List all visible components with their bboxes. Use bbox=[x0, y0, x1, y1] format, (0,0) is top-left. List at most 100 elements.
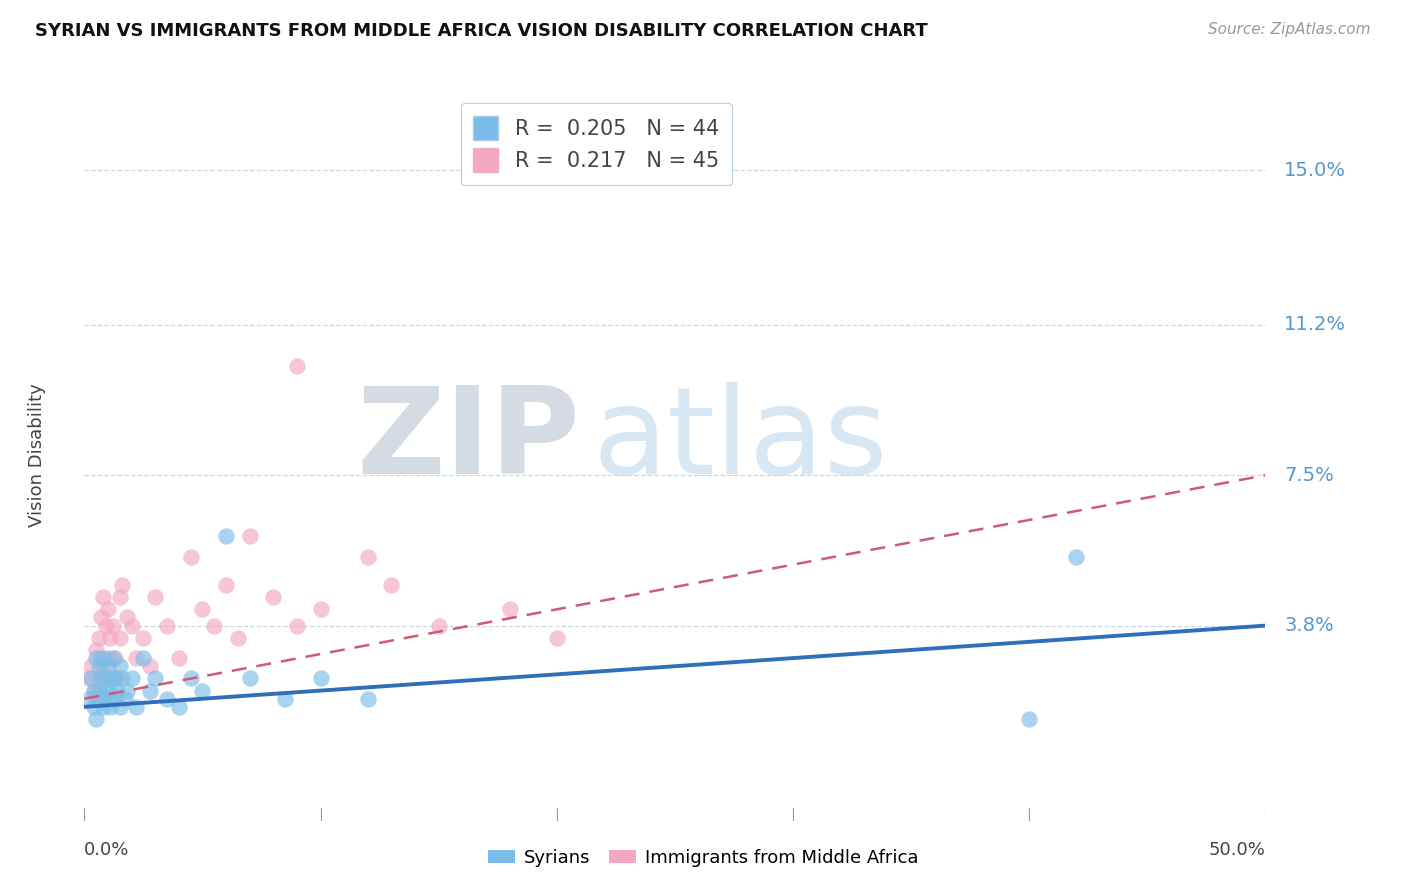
Point bbox=[139, 659, 162, 673]
Point bbox=[90, 691, 112, 706]
Point bbox=[97, 659, 120, 673]
Point bbox=[226, 631, 249, 645]
Point bbox=[111, 578, 134, 592]
Point bbox=[90, 672, 112, 686]
Point bbox=[87, 631, 110, 645]
Legend: R =  0.205   N = 44, R =  0.217   N = 45: R = 0.205 N = 44, R = 0.217 N = 45 bbox=[461, 103, 731, 185]
Point bbox=[108, 631, 131, 645]
Point bbox=[91, 699, 114, 714]
Point bbox=[90, 651, 112, 665]
Point bbox=[132, 651, 155, 665]
Point bbox=[143, 672, 166, 686]
Point bbox=[94, 672, 117, 686]
Point bbox=[83, 699, 105, 714]
Point bbox=[87, 683, 110, 698]
Point bbox=[239, 529, 262, 543]
Point bbox=[156, 618, 179, 632]
Point bbox=[101, 618, 124, 632]
Text: 15.0%: 15.0% bbox=[1284, 161, 1347, 180]
Point bbox=[167, 699, 190, 714]
Text: SYRIAN VS IMMIGRANTS FROM MIDDLE AFRICA VISION DISABILITY CORRELATION CHART: SYRIAN VS IMMIGRANTS FROM MIDDLE AFRICA … bbox=[35, 22, 928, 40]
Point bbox=[498, 602, 520, 616]
Point bbox=[357, 549, 380, 564]
Point bbox=[139, 683, 162, 698]
Point bbox=[84, 691, 107, 706]
Point bbox=[101, 672, 124, 686]
Point bbox=[143, 590, 166, 604]
Point bbox=[111, 672, 134, 686]
Point bbox=[107, 672, 129, 686]
Point bbox=[98, 683, 121, 698]
Point bbox=[180, 672, 202, 686]
Point bbox=[285, 359, 308, 373]
Point bbox=[107, 683, 129, 698]
Text: 0.0%: 0.0% bbox=[84, 841, 129, 859]
Point bbox=[180, 549, 202, 564]
Point bbox=[1018, 712, 1040, 726]
Point bbox=[357, 691, 380, 706]
Point bbox=[97, 602, 120, 616]
Point bbox=[104, 691, 127, 706]
Point bbox=[91, 590, 114, 604]
Point bbox=[380, 578, 402, 592]
Text: atlas: atlas bbox=[592, 382, 887, 499]
Point bbox=[94, 672, 117, 686]
Point bbox=[156, 691, 179, 706]
Point bbox=[91, 651, 114, 665]
Point bbox=[97, 651, 120, 665]
Point bbox=[202, 618, 225, 632]
Legend: Syrians, Immigrants from Middle Africa: Syrians, Immigrants from Middle Africa bbox=[481, 842, 925, 874]
Point bbox=[125, 699, 148, 714]
Text: 7.5%: 7.5% bbox=[1284, 466, 1334, 484]
Point bbox=[115, 610, 138, 624]
Point bbox=[121, 672, 143, 686]
Point bbox=[427, 618, 450, 632]
Text: 50.0%: 50.0% bbox=[1209, 841, 1265, 859]
Text: Vision Disability: Vision Disability bbox=[28, 383, 46, 527]
Point bbox=[191, 602, 214, 616]
Point bbox=[97, 691, 120, 706]
Point bbox=[84, 643, 107, 657]
Point bbox=[83, 683, 105, 698]
Point bbox=[108, 699, 131, 714]
Point bbox=[274, 691, 297, 706]
Point bbox=[125, 651, 148, 665]
Text: 11.2%: 11.2% bbox=[1284, 316, 1347, 334]
Point bbox=[215, 578, 238, 592]
Point bbox=[215, 529, 238, 543]
Text: 3.8%: 3.8% bbox=[1284, 616, 1334, 635]
Point bbox=[1066, 549, 1088, 564]
Text: ZIP: ZIP bbox=[357, 382, 581, 499]
Point bbox=[77, 691, 100, 706]
Point bbox=[167, 651, 190, 665]
Point bbox=[87, 672, 110, 686]
Point bbox=[108, 659, 131, 673]
Point bbox=[115, 683, 138, 698]
Point bbox=[80, 659, 103, 673]
Point bbox=[101, 651, 124, 665]
Point bbox=[91, 659, 114, 673]
Point bbox=[285, 618, 308, 632]
Point bbox=[191, 683, 214, 698]
Point bbox=[98, 631, 121, 645]
Point bbox=[94, 683, 117, 698]
Point bbox=[546, 631, 568, 645]
Point bbox=[121, 618, 143, 632]
Point bbox=[98, 699, 121, 714]
Point bbox=[104, 672, 127, 686]
Point bbox=[239, 672, 262, 686]
Text: Source: ZipAtlas.com: Source: ZipAtlas.com bbox=[1208, 22, 1371, 37]
Point bbox=[77, 672, 100, 686]
Point bbox=[108, 590, 131, 604]
Point bbox=[104, 651, 127, 665]
Point bbox=[84, 712, 107, 726]
Point bbox=[309, 602, 332, 616]
Point bbox=[83, 683, 105, 698]
Point bbox=[94, 618, 117, 632]
Point bbox=[87, 659, 110, 673]
Point bbox=[114, 691, 136, 706]
Point bbox=[309, 672, 332, 686]
Point bbox=[90, 610, 112, 624]
Point bbox=[132, 631, 155, 645]
Point bbox=[262, 590, 284, 604]
